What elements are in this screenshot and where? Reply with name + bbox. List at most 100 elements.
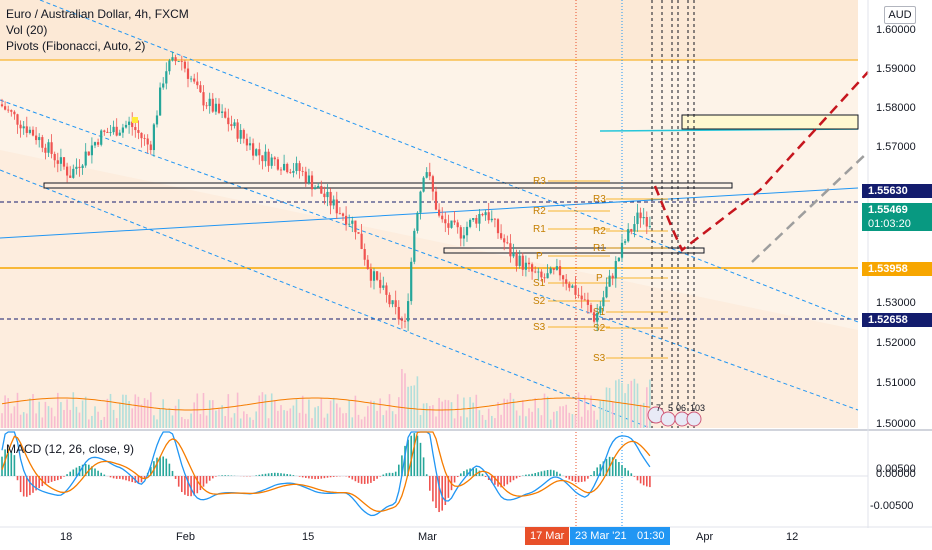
volume-bar	[292, 405, 295, 428]
macd-hist-bar	[401, 455, 403, 476]
candle-body	[562, 275, 565, 280]
volume-bar	[274, 400, 276, 428]
time-flag-time: 01:30	[632, 527, 670, 545]
pivot-label: R1	[533, 224, 546, 235]
volume-bar	[308, 399, 310, 428]
candle-body	[537, 271, 540, 273]
volume-bar	[7, 398, 9, 428]
macd-hist-bar	[453, 476, 456, 483]
volume-bar	[97, 411, 99, 428]
candle-body	[568, 283, 571, 288]
volume-bar	[466, 417, 468, 428]
macd-hist-bar	[615, 459, 617, 476]
macd-hist-bar	[367, 476, 369, 484]
volume-bar	[370, 400, 372, 428]
macd-hist-bar	[60, 476, 62, 479]
candle-body	[62, 157, 66, 167]
volume-bar	[128, 401, 130, 428]
volume-bar	[57, 392, 59, 428]
support-box[interactable]	[443, 247, 705, 254]
candle-body	[292, 170, 295, 173]
macd-legend[interactable]: MACD (12, 26, close, 9)	[6, 442, 135, 456]
volume-bar	[500, 414, 502, 428]
candle-body	[428, 172, 431, 177]
candle-body	[121, 127, 124, 133]
volume-legend[interactable]: Vol (20)	[6, 23, 48, 37]
volume-bar	[305, 413, 307, 428]
volume-bar	[193, 402, 195, 428]
candle-body	[202, 92, 205, 106]
candle-body	[75, 166, 78, 169]
candle-body	[546, 273, 549, 279]
volume-bar	[143, 398, 146, 428]
candle-body	[611, 275, 614, 279]
candle-body	[438, 209, 441, 216]
volume-bar	[522, 400, 524, 428]
countdown: 01:03:20	[868, 218, 911, 230]
macd-hist-bar	[159, 456, 161, 476]
volume-bar	[351, 417, 354, 428]
volume-bar	[137, 396, 140, 428]
candle-body	[500, 233, 503, 239]
candle-body	[329, 191, 332, 206]
candle-body	[506, 242, 509, 244]
candle-body	[242, 130, 245, 139]
macd-hist-bar	[565, 476, 567, 478]
volume-bar	[289, 408, 292, 428]
candle-body	[146, 138, 149, 145]
macd-hist-bar	[441, 476, 443, 511]
candle-body	[620, 242, 624, 258]
candle-body	[605, 286, 608, 298]
volume-bar	[484, 419, 487, 428]
macd-hist-bar	[354, 476, 357, 482]
volume-bar	[50, 407, 53, 428]
volume-bar	[509, 392, 512, 428]
macd-hist-bar	[602, 461, 605, 476]
volume-bar	[376, 410, 378, 428]
macd-hist-bar	[329, 476, 332, 478]
price-tick: 1.52000	[876, 337, 916, 349]
projection-red-path[interactable]	[653, 71, 869, 252]
candle-body	[571, 285, 574, 288]
time-tick: 12	[786, 531, 799, 543]
macd-hist-bar	[16, 476, 19, 481]
macd-hist-bar	[332, 476, 335, 477]
target-zone-box[interactable]	[681, 114, 859, 130]
macd-hist-bar	[531, 473, 533, 476]
resistance-box[interactable]	[43, 182, 733, 189]
macd-hist-bar	[596, 467, 598, 476]
macd-hist-bar	[128, 476, 130, 482]
macd-hist-bar	[500, 476, 502, 488]
volume-bar	[518, 415, 521, 428]
macd-hist-bar	[125, 476, 127, 481]
volume-bar	[379, 398, 381, 428]
projection-grey-path[interactable]	[751, 151, 869, 263]
chart-title[interactable]: Euro / Australian Dollar, 4h, FXCM	[6, 7, 189, 21]
pivot-label: R1	[593, 243, 606, 254]
volume-bar	[233, 413, 236, 428]
volume-bar	[590, 395, 592, 428]
volume-bar	[41, 417, 44, 428]
candle-body	[456, 222, 459, 228]
pivots-legend[interactable]: Pivots (Fibonacci, Auto, 2)	[6, 39, 146, 53]
candle-body	[81, 165, 84, 168]
volume-bar	[239, 418, 242, 428]
top-zone-shade	[0, 0, 858, 60]
macd-hist-bar	[466, 469, 468, 476]
currency-button[interactable]: AUD	[884, 6, 916, 24]
event-badges[interactable]: 7 5 06 103	[647, 403, 705, 427]
candle-body	[84, 151, 87, 166]
macd-hist-bar	[553, 470, 555, 476]
volume-bar	[66, 399, 68, 428]
volume-bar	[91, 415, 93, 428]
candle-body	[28, 129, 31, 133]
candle-body	[307, 175, 310, 183]
macd-hist-bar	[305, 476, 307, 478]
candle-body	[642, 217, 645, 219]
macd-hist-bar	[621, 465, 623, 476]
macd-hist-bar	[398, 464, 400, 476]
candle-body	[128, 121, 131, 125]
macd-hist-bar	[140, 476, 143, 483]
volume-bar	[475, 394, 478, 428]
